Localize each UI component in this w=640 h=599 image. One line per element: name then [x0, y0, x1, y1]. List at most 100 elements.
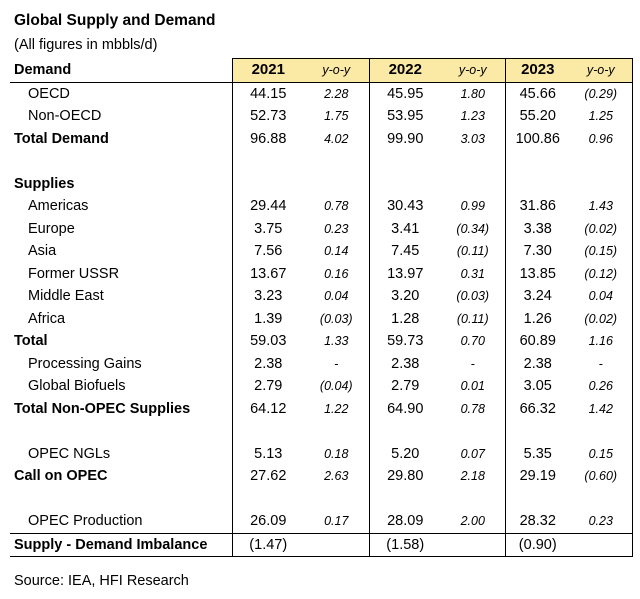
yoy-cell: 1.75 [304, 105, 370, 128]
table-title: Global Supply and Demand [14, 12, 216, 29]
table-row: Middle East 3.23 0.04 3.20 (0.03) 3.24 0.04 [10, 285, 633, 308]
value-cell: 2.79 [231, 375, 304, 398]
table-row: Africa 1.39 (0.03) 1.28 (0.11) 1.26 (0.02) [10, 307, 633, 330]
supply-demand-table: Demand 2021 y-o-y 2022 y-o-y 2023 y-o-y … [10, 58, 633, 557]
yoy-cell: 1.33 [304, 330, 370, 353]
yoy-header: y-o-y [304, 58, 370, 83]
table-row: Global Biofuels 2.79 (0.04) 2.79 0.01 3.05 0.2… [10, 375, 633, 398]
value-cell: 3.38 [504, 217, 570, 240]
table-row: Total Demand 96.88 4.02 99.90 3.03 100.86 0.96 [10, 127, 633, 150]
value-cell: 96.88 [231, 127, 304, 150]
value-cell: 7.45 [368, 240, 441, 263]
year-2022-header: 2022 [368, 58, 441, 83]
value-cell: 60.89 [504, 330, 570, 353]
row-label [10, 150, 232, 173]
table-row: OECD 44.15 2.28 45.95 1.80 45.66 (0.29) [10, 82, 633, 105]
table-row: Processing Gains 2.38-2.38-2.38- [10, 352, 633, 375]
row-label: OPEC NGLs [28, 445, 111, 462]
value-cell [231, 172, 304, 195]
yoy-cell [441, 487, 506, 510]
value-cell [231, 150, 304, 173]
value-cell: 1.39 [231, 307, 304, 330]
value-cell: 3.23 [231, 285, 304, 308]
value-cell: 45.95 [368, 82, 441, 105]
value-cell: 64.90 [368, 397, 441, 420]
yoy-cell: 0.18 [304, 442, 370, 465]
value-cell: 7.30 [504, 240, 570, 263]
year-2023-header: 2023 [504, 58, 570, 83]
value-cell: 2.38 [231, 352, 304, 375]
value-cell: 44.15 [231, 82, 304, 105]
table-row: Non-OECD 52.73 1.75 53.95 1.23 55.20 1.25 [10, 105, 633, 128]
table-row: Europe 3.75 0.23 3.41 (0.34) 3.38 (0.02) [10, 217, 633, 240]
value-cell [504, 487, 570, 510]
yoy-cell: 2.18 [441, 465, 506, 488]
table-row: Americas 29.44 0.78 30.43 0.99 31.86 1.43 [10, 195, 633, 218]
value-cell [504, 420, 570, 443]
value-cell [368, 172, 441, 195]
yoy-cell: 1.25 [570, 105, 633, 128]
value-cell: 28.09 [368, 510, 441, 533]
row-label: Processing Gains [28, 355, 142, 372]
table-row: Supplies [10, 172, 633, 195]
yoy-cell: 0.17 [304, 510, 370, 533]
yoy-cell [570, 532, 633, 557]
row-label: Africa [28, 310, 66, 327]
value-cell: 53.95 [368, 105, 441, 128]
value-cell: 2.79 [368, 375, 441, 398]
table-row: Supply - Demand Imbalance (1.47) (1.58) (0.… [10, 532, 633, 557]
row-label: OPEC Production [28, 513, 143, 529]
value-cell: 45.66 [504, 82, 570, 105]
yoy-cell [304, 487, 370, 510]
value-cell: 2.38 [368, 352, 441, 375]
yoy-cell: (0.11) [441, 240, 506, 263]
row-label: Asia [28, 243, 57, 259]
value-cell: 66.32 [504, 397, 570, 420]
table-row: Total 59.03 1.33 59.73 0.70 60.89 1.16 [10, 330, 633, 353]
table-row: Asia 7.56 0.14 7.45 (0.11) 7.30 (0.15) [10, 240, 633, 263]
yoy-cell: 0.01 [441, 375, 506, 398]
row-label: OECD [28, 85, 70, 102]
yoy-cell [304, 172, 370, 195]
table-row: Former USSR 13.67 0.16 13.97 0.31 13.85 (0.12) [10, 262, 633, 285]
value-cell: 100.86 [504, 127, 570, 150]
yoy-cell: 0.70 [441, 330, 506, 353]
yoy-cell: 1.80 [441, 82, 506, 105]
value-cell [231, 420, 304, 443]
yoy-cell: 1.22 [304, 397, 370, 420]
yoy-cell: 2.00 [441, 510, 506, 533]
row-label: Former USSR [28, 265, 120, 282]
yoy-header: y-o-y [570, 58, 633, 83]
yoy-cell [441, 420, 506, 443]
value-cell: (0.90) [504, 532, 570, 557]
yoy-cell [304, 420, 370, 443]
yoy-cell: (0.11) [441, 307, 506, 330]
yoy-cell: (0.04) [304, 375, 370, 398]
yoy-cell: (0.29) [570, 82, 633, 105]
value-cell: 29.19 [504, 465, 570, 488]
value-cell [504, 150, 570, 173]
section-label-demand: Demand [10, 58, 232, 83]
yoy-cell: 0.99 [441, 195, 506, 218]
value-cell: 2.38 [504, 352, 570, 375]
yoy-cell: 1.43 [570, 195, 633, 218]
yoy-cell: - [304, 352, 370, 375]
row-label: Middle East [28, 288, 104, 304]
value-cell [231, 487, 304, 510]
yoy-cell: (0.15) [570, 240, 633, 263]
yoy-cell: 0.14 [304, 240, 370, 263]
yoy-cell [304, 532, 370, 557]
yoy-cell [441, 172, 506, 195]
source-note: Source: IEA, HFI Research [14, 573, 189, 589]
yoy-cell: 1.23 [441, 105, 506, 128]
yoy-cell: (0.60) [570, 465, 633, 488]
yoy-cell: 0.15 [570, 442, 633, 465]
row-label: Non-OECD [28, 108, 102, 124]
yoy-cell: 0.78 [304, 195, 370, 218]
row-label: Total Non-OPEC Supplies [14, 400, 191, 417]
table-row [10, 420, 633, 443]
value-cell: 3.24 [504, 285, 570, 308]
value-cell: 59.03 [231, 330, 304, 353]
value-cell: 52.73 [231, 105, 304, 128]
value-cell: 5.13 [231, 442, 304, 465]
